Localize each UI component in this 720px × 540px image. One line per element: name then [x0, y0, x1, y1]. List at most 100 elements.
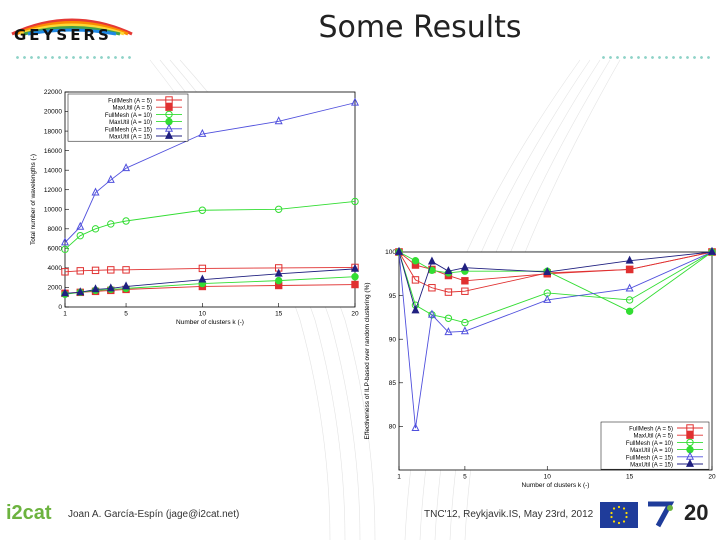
data-point — [543, 294, 552, 303]
data-point — [351, 197, 359, 206]
data-point — [107, 266, 115, 274]
slide-title: Some Results — [318, 10, 522, 45]
page-number: 20 — [684, 500, 709, 525]
x-axis-label: Number of clusters k (-) — [176, 319, 244, 326]
series-4 — [60, 97, 360, 246]
legend-label: FullMesh (A = 5) — [629, 427, 673, 433]
data-point — [625, 265, 634, 274]
data-point — [91, 225, 100, 233]
series-line — [398, 251, 713, 429]
x-tick-label: 15 — [626, 474, 634, 481]
footer-author: Joan A. García-Espín (jage@i2cat.net) — [68, 509, 240, 520]
data-point — [411, 423, 420, 432]
legend-label: MaxUtil (A = 15) — [630, 463, 673, 469]
y-tick-label: 18000 — [44, 128, 62, 135]
org-logo-text: i2cat — [6, 502, 52, 524]
data-point — [76, 221, 85, 230]
divider-left — [14, 56, 134, 59]
series-line — [64, 201, 356, 250]
data-point — [61, 245, 69, 254]
legend-marker — [686, 438, 694, 447]
data-point — [106, 283, 115, 292]
x-tick-label: 1 — [63, 311, 67, 318]
data-point — [625, 255, 634, 264]
y-tick-label: 6000 — [48, 246, 63, 253]
data-point — [625, 307, 634, 315]
legend-label: FullMesh (A = 5) — [108, 99, 152, 105]
y-axis-label: Effectiveness of ILP-based over random c… — [364, 282, 371, 439]
legend-label: FullMesh (A = 10) — [626, 441, 673, 447]
y-tick-label: 14000 — [44, 167, 62, 174]
y-tick-label: 95 — [389, 293, 397, 300]
data-point — [198, 128, 207, 137]
geysers-rainbow-icon — [11, 18, 133, 36]
legend-label: MaxUtil (A = 10) — [109, 120, 152, 126]
data-point — [444, 314, 453, 322]
y-tick-label: 90 — [389, 336, 397, 343]
legend-label: FullMesh (A = 15) — [626, 455, 673, 461]
data-point — [91, 284, 100, 293]
y-tick-label: 2000 — [48, 285, 63, 292]
x-tick-label: 1 — [397, 474, 401, 481]
data-point — [107, 220, 115, 228]
data-point — [274, 205, 283, 213]
legend-marker — [685, 458, 695, 467]
x-tick-label: 15 — [275, 311, 283, 318]
footer-conference: TNC'12, Reykjavik.IS, May 23rd, 2012 — [424, 509, 594, 520]
data-point — [91, 187, 100, 196]
y-tick-label: 22000 — [44, 89, 62, 96]
data-point — [427, 309, 436, 318]
legend-marker — [686, 431, 694, 439]
data-point — [198, 206, 207, 214]
data-point — [198, 274, 207, 283]
geysers-logo-text: GEYSERS — [14, 26, 112, 44]
data-point — [122, 217, 130, 225]
data-point — [625, 283, 634, 292]
data-point — [444, 288, 453, 296]
divider-right — [600, 56, 710, 59]
legend-marker — [165, 96, 173, 104]
data-point — [60, 237, 70, 246]
data-point — [460, 262, 469, 271]
data-point — [351, 280, 359, 289]
data-point — [411, 276, 420, 284]
legend-marker — [165, 110, 173, 119]
data-point — [444, 327, 453, 336]
data-point — [411, 257, 420, 265]
y-tick-label: 80 — [389, 424, 397, 431]
series-line — [64, 268, 356, 294]
chart-total-wavelengths: 1 5 10 15 2002000400060008000100001200014000… — [30, 89, 360, 326]
legend-label: FullMesh (A = 15) — [105, 127, 152, 133]
series-line — [64, 102, 356, 243]
data-point — [274, 276, 283, 285]
legend: FullMesh (A = 5)MaxUtil (A = 5)FullMesh … — [600, 421, 710, 470]
data-point — [543, 266, 552, 275]
data-point — [350, 263, 360, 272]
x-tick-label: 5 — [124, 311, 128, 318]
data-point — [428, 284, 436, 292]
legend: FullMesh (A = 5)MaxUtil (A = 5)FullMesh … — [67, 93, 189, 142]
legend-marker — [686, 424, 694, 432]
data-point — [60, 288, 70, 297]
x-axis-label: Number of clusters k (-) — [522, 482, 590, 489]
data-point — [106, 174, 115, 183]
legend-label: MaxUtil (A = 10) — [630, 448, 673, 454]
x-tick-label: 5 — [463, 474, 467, 481]
y-tick-label: 10000 — [44, 206, 62, 213]
series-line — [398, 251, 713, 312]
legend-marker — [164, 130, 174, 139]
data-point — [61, 268, 69, 276]
data-point — [76, 287, 85, 296]
x-tick-label: 10 — [544, 474, 552, 481]
data-point — [122, 281, 131, 290]
x-tick-label: 20 — [708, 474, 716, 481]
legend-marker — [165, 103, 173, 111]
series-2 — [61, 197, 359, 254]
data-point — [394, 246, 404, 255]
y-tick-label: 20000 — [44, 109, 62, 116]
data-point — [274, 116, 283, 125]
y-tick-label: 8000 — [48, 226, 63, 233]
data-point — [122, 266, 130, 274]
data-point — [461, 287, 469, 295]
